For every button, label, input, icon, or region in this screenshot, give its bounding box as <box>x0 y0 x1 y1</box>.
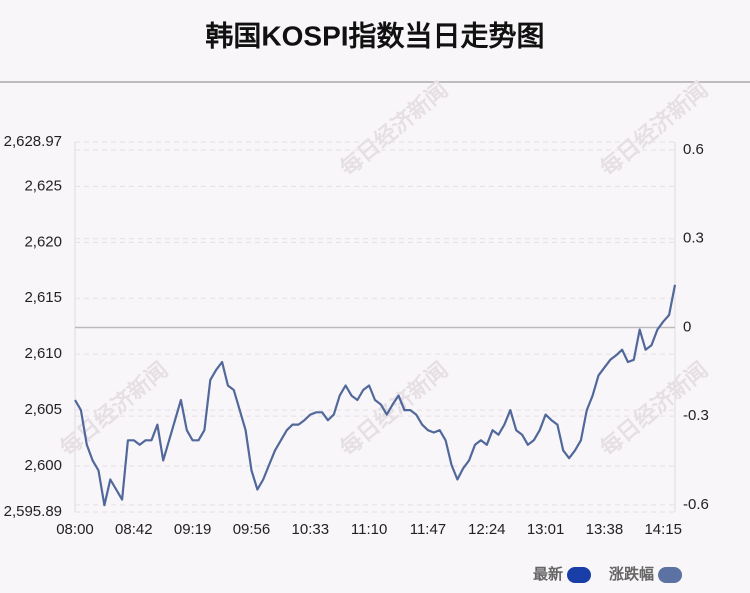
y2-tick-label: 0.3 <box>683 230 704 247</box>
y2-tick-label: -0.6 <box>683 496 709 513</box>
y-tick-label: 2,600 <box>24 457 62 474</box>
x-tick-label: 08:42 <box>115 521 153 538</box>
x-tick-label: 13:01 <box>527 521 565 538</box>
series-line <box>74 284 677 507</box>
y-tick-label: 2,605 <box>24 401 62 418</box>
y-tick-label: 2,625 <box>24 177 62 194</box>
x-tick-label: 09:19 <box>174 521 212 538</box>
x-tick-label: 10:33 <box>292 521 330 538</box>
x-tick-label: 09:56 <box>233 521 271 538</box>
legend-label: 涨跌幅 <box>609 565 654 583</box>
y-tick-label: 2,610 <box>24 345 62 362</box>
y2-tick-label: -0.3 <box>683 407 709 424</box>
legend-swatch <box>658 567 683 583</box>
x-tick-label: 08:00 <box>56 521 94 538</box>
legend-label: 最新 <box>533 565 563 583</box>
y-tick-label: 2,628.97 <box>4 133 62 150</box>
y2-tick-label: 0.6 <box>683 141 704 158</box>
x-tick-label: 11:10 <box>351 521 387 538</box>
x-tick-label: 14:15 <box>644 521 682 538</box>
x-tick-label: 11:47 <box>410 521 446 538</box>
y-tick-label: 2,615 <box>24 289 62 306</box>
y-tick-label: 2,620 <box>24 233 62 250</box>
legend-swatch <box>567 567 592 583</box>
y2-tick-label: 0 <box>683 318 691 335</box>
y-tick-label: 2,595.89 <box>4 503 62 520</box>
chart-title: 韩国KOSPI指数当日走势图 <box>205 20 544 51</box>
x-tick-label: 12:24 <box>468 521 506 538</box>
x-tick-label: 13:38 <box>586 521 624 538</box>
